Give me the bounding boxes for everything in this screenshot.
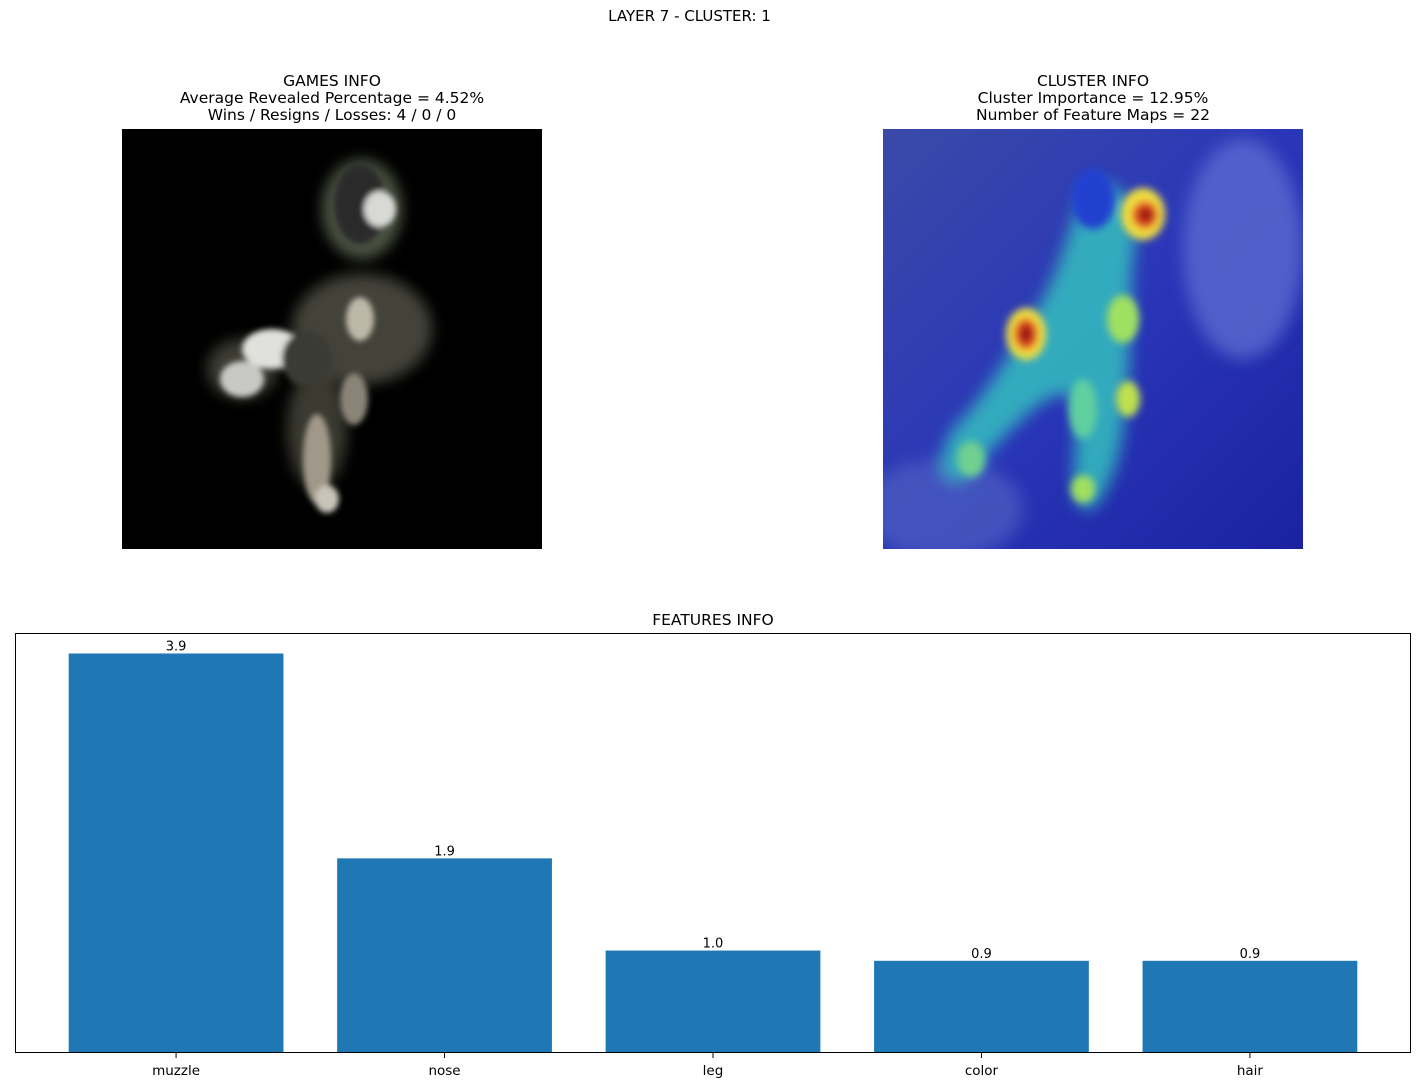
chart-title: FEATURES INFO [652,611,774,629]
value-label-nose: 1.9 [434,844,455,859]
x-tick-label-leg: leg [703,1063,724,1079]
games-info-heading: GAMES INFO [283,72,381,90]
number-of-feature-maps: Number of Feature Maps = 22 [976,106,1210,124]
x-tick-label-color: color [965,1063,999,1079]
masked-dog-image [122,129,542,549]
cluster-importance: Cluster Importance = 12.95% [977,89,1209,107]
cluster-info-title: CLUSTER INFO Cluster Importance = 12.95%… [883,73,1303,124]
chart-frame [15,633,1411,1053]
bar-muzzle [68,653,284,1053]
bar-nose [337,858,552,1053]
figure-title: LAYER 7 - CLUSTER: 1 [608,7,771,25]
value-label-hair: 0.9 [1240,947,1261,962]
bar-leg [605,950,821,1053]
x-tick-label-hair: hair [1237,1063,1264,1079]
games-info-title: GAMES INFO Average Revealed Percentage =… [122,73,542,124]
x-tick-label-nose: nose [428,1063,460,1079]
average-revealed-percentage: Average Revealed Percentage = 4.52% [179,89,485,107]
heatmap-dog-image [883,129,1303,549]
value-label-color: 0.9 [971,947,992,962]
cluster-info-heading: CLUSTER INFO [1036,72,1150,90]
x-tick-label-muzzle: muzzle [152,1063,200,1079]
bar-color [874,960,1089,1053]
value-label-leg: 1.0 [703,937,724,952]
bar-hair [1142,960,1358,1053]
wins-resigns-losses: Wins / Resigns / Losses: 4 / 0 / 0 [207,106,457,124]
value-label-muzzle: 3.9 [166,639,187,654]
